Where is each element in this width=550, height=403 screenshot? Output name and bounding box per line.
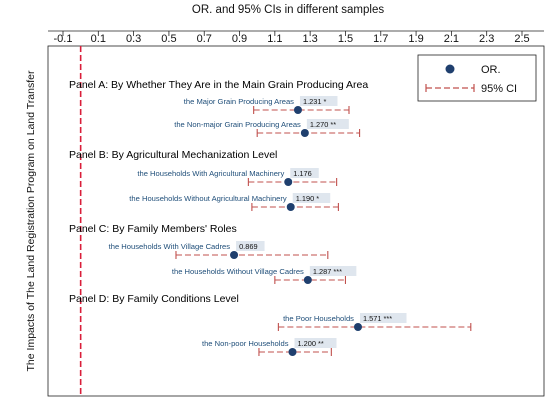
value-box: [290, 168, 319, 178]
or-point: [288, 348, 297, 356]
or-point: [300, 129, 309, 137]
or-value-label: 1.287 ***: [313, 267, 342, 276]
x-tick-label: 0.1: [91, 33, 106, 45]
legend-ci-label: 95% CI: [481, 83, 517, 95]
value-box: [306, 119, 349, 129]
plot-area-frame: [47, 45, 545, 397]
value-box: [359, 313, 407, 323]
x-tick-label: 0.7: [197, 33, 212, 45]
row-label: the Non-major Grain Producing Areas: [174, 120, 301, 129]
row-label: the Non-poor Households: [202, 339, 289, 348]
x-tick-label: 0.5: [161, 33, 176, 45]
value-box: [292, 193, 331, 203]
or-point: [230, 251, 239, 259]
chart-title: OR. and 95% CIs in different samples: [192, 4, 384, 16]
x-tick-label: 1.3: [303, 33, 318, 45]
or-point: [293, 106, 302, 114]
panel-label: Panel A: By Whether They Are in the Main…: [69, 79, 368, 91]
or-value-label: 1.571 ***: [363, 314, 392, 323]
value-box: [299, 96, 338, 106]
or-value-label: 1.270 **: [310, 120, 336, 129]
or-value-label: 1.231 *: [303, 97, 327, 106]
x-tick-label: 0.9: [232, 33, 247, 45]
row-label: the Households With Village Cadres: [109, 242, 231, 251]
legend-point-marker: [445, 64, 455, 74]
x-tick-label: 1.7: [373, 33, 388, 45]
x-tick-label: 2.1: [444, 33, 459, 45]
row-label: the Households Without Agricultural Mach…: [129, 194, 287, 203]
row-label: the Households With Agricultural Machine…: [137, 169, 284, 178]
value-box: [236, 241, 265, 251]
or-point: [284, 178, 293, 186]
row-label: the Households Without Village Cadres: [172, 267, 304, 276]
value-box: [294, 338, 337, 348]
panel-label: Panel D: By Family Conditions Level: [69, 293, 239, 305]
x-tick-label: -0.1: [54, 33, 73, 45]
panel-label: Panel B: By Agricultural Mechanization L…: [69, 149, 277, 161]
x-tick-label: 2.3: [479, 33, 494, 45]
or-point: [353, 323, 362, 331]
panel-label: Panel C: By Family Members' Roles: [69, 223, 237, 235]
or-value-label: 1.200 **: [298, 339, 324, 348]
x-tick-label: 0.3: [126, 33, 141, 45]
or-value-label: 1.176: [293, 169, 312, 178]
or-value-label: 1.190 *: [296, 194, 320, 203]
x-tick-label: 2.5: [514, 33, 529, 45]
x-tick-label: 1.9: [408, 33, 423, 45]
x-tick-label: 1.1: [267, 33, 282, 45]
row-label: the Poor Households: [283, 314, 354, 323]
legend-box: [417, 54, 537, 102]
y-axis-label: The Impacts of The Land Registration Pro…: [25, 70, 37, 371]
legend-point-label: OR.: [481, 64, 501, 76]
or-point: [303, 276, 312, 284]
panels: Panel A: By Whether They Are in the Main…: [69, 79, 472, 356]
legend: OR. 95% CI: [417, 54, 537, 102]
or-value-label: 0.869: [239, 242, 258, 251]
x-tick-label: 1.5: [338, 33, 353, 45]
or-point: [286, 203, 295, 211]
x-axis: -0.1 0.1 0.3 0.5 0.7 0.9 1.1 1.3 1.5 1.7 1.9 2.1 2.3…: [48, 30, 544, 45]
row-label: the Major Grain Producing Areas: [184, 97, 294, 106]
value-box: [309, 266, 357, 276]
